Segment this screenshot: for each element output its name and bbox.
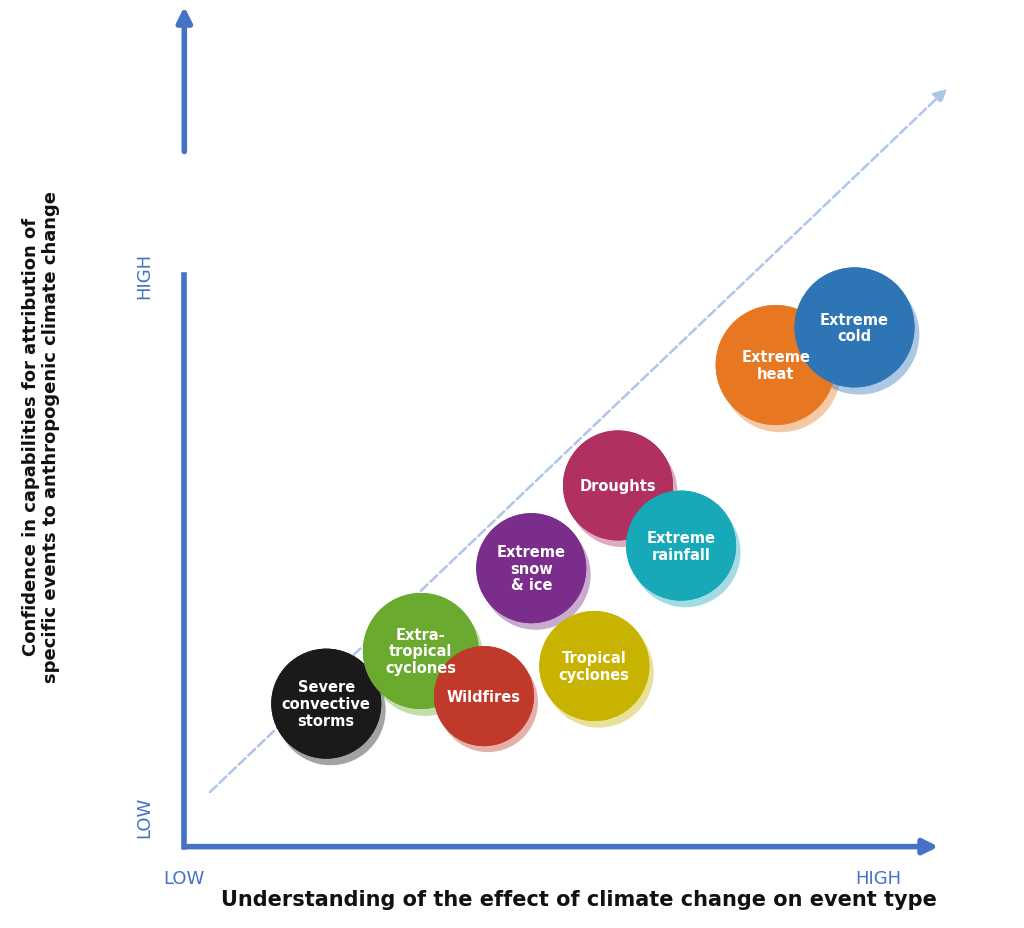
Ellipse shape [800,276,920,395]
Text: Droughts: Droughts [580,479,656,494]
Ellipse shape [540,612,649,721]
Ellipse shape [480,521,591,630]
Text: Extreme
rainfall: Extreme rainfall [646,530,716,562]
Ellipse shape [434,647,534,746]
Ellipse shape [626,491,736,601]
Ellipse shape [275,655,386,766]
Ellipse shape [563,431,673,541]
Ellipse shape [362,593,479,709]
Ellipse shape [626,491,736,601]
Ellipse shape [795,268,914,388]
Ellipse shape [563,431,673,541]
Text: Extra-
tropical
cyclones: Extra- tropical cyclones [385,627,457,676]
Text: Confidence in capabilities for attribution of
specific events to anthropogenic c: Confidence in capabilities for attributi… [22,190,60,682]
Ellipse shape [476,513,587,624]
Ellipse shape [540,612,649,721]
Text: HIGH: HIGH [135,252,153,299]
Ellipse shape [271,649,381,759]
Text: Extreme
snow
& ice: Extreme snow & ice [497,545,565,593]
Ellipse shape [438,652,538,753]
Ellipse shape [716,305,836,426]
Ellipse shape [721,313,841,432]
Text: LOW: LOW [135,796,153,837]
Text: Extreme
cold: Extreme cold [820,312,889,344]
Ellipse shape [567,438,678,548]
Ellipse shape [631,497,740,608]
Ellipse shape [716,305,836,426]
Text: Extreme
heat: Extreme heat [741,350,810,381]
Text: HIGH: HIGH [855,870,901,887]
Ellipse shape [476,513,587,624]
Ellipse shape [362,593,479,709]
Ellipse shape [368,600,483,716]
Text: LOW: LOW [164,870,205,887]
Ellipse shape [544,618,653,728]
Ellipse shape [795,268,914,388]
Text: Tropical
cyclones: Tropical cyclones [559,651,630,682]
Ellipse shape [434,647,534,746]
Text: Wildfires: Wildfires [446,689,521,703]
Ellipse shape [271,649,381,759]
Text: Severe
convective
storms: Severe convective storms [282,679,371,728]
Text: Understanding of the effect of climate change on event type: Understanding of the effect of climate c… [220,889,937,909]
